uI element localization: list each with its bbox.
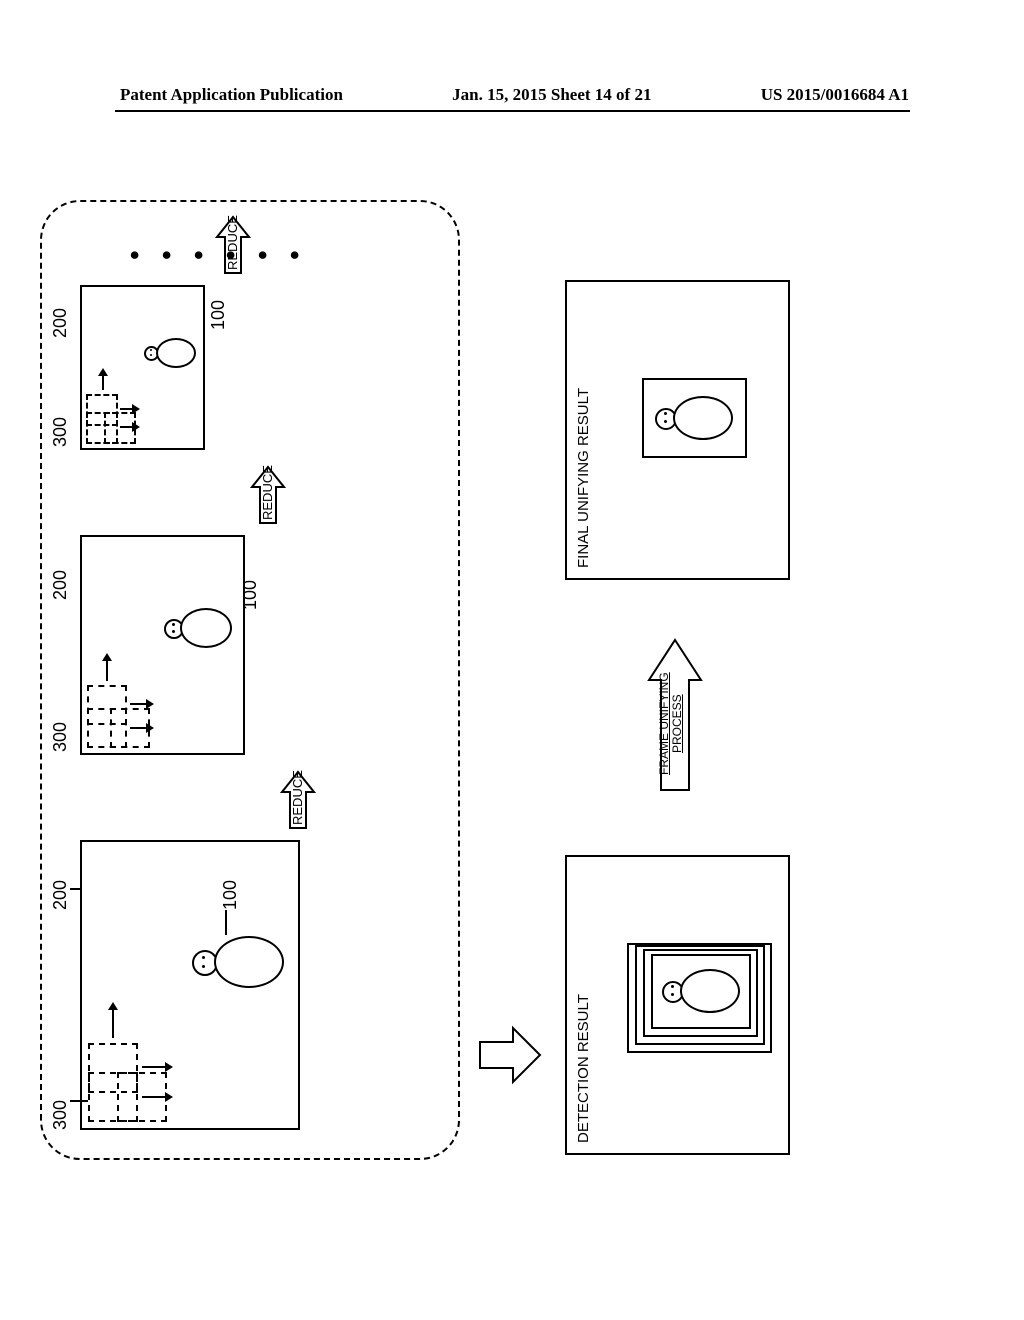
final-result-panel: FINAL UNIFYING RESULT [565,280,790,580]
detection-result-title: DETECTION RESULT [575,994,592,1143]
final-result-title: FINAL UNIFYING RESULT [575,388,592,568]
reduce-label: REDUCE [225,215,240,270]
continuation-dots: • • • • • • [120,244,312,260]
ref-leader [225,910,227,935]
scan-arrow-down-icon [130,727,148,729]
scan-arrow-down-icon [120,408,134,410]
down-arrow-icon [475,1020,545,1090]
ref-label-100: 100 [240,580,261,610]
ref-label-300: 300 [50,417,71,447]
scan-arrow-down-icon [130,703,148,705]
pyramid-panel-1 [80,840,300,1130]
reduce-label: REDUCE [260,465,275,520]
detection-result-panel: DETECTION RESULT [565,855,790,1155]
frame-unify-label: FRAME UNIFYINGPROCESS [658,672,684,775]
ref-label-100: 100 [208,300,229,330]
header-center: Jan. 15, 2015 Sheet 14 of 21 [452,85,651,105]
scan-arrow-down-icon [120,426,134,428]
ref-label-300: 300 [50,1100,71,1130]
ref-leader [70,1100,88,1102]
header-rule [115,110,910,112]
ref-label-200: 200 [50,308,71,338]
pyramid-panel-3 [80,285,205,450]
figure-title: FIG.14 [0,625,2,735]
scan-arrow-right-icon [106,659,108,681]
figure-14: FIG.14 300 200 100 REDUCE [20,330,1000,1030]
ref-label-300: 300 [50,722,71,752]
header-left: Patent Application Publication [120,85,343,105]
pyramid-panel-2 [80,535,245,755]
scan-arrow-right-icon [102,374,104,390]
header-right: US 2015/0016684 A1 [761,85,909,105]
ref-label-100: 100 [220,880,241,910]
ref-label-200: 200 [50,570,71,600]
ref-label-200: 200 [50,880,71,910]
scan-arrow-down-icon [142,1066,167,1068]
scan-arrow-right-icon [112,1008,114,1038]
ref-leader [70,888,82,890]
reduce-label: REDUCE [290,770,305,825]
page-header: Patent Application Publication Jan. 15, … [0,85,1024,105]
scan-arrow-down-icon [142,1096,167,1098]
